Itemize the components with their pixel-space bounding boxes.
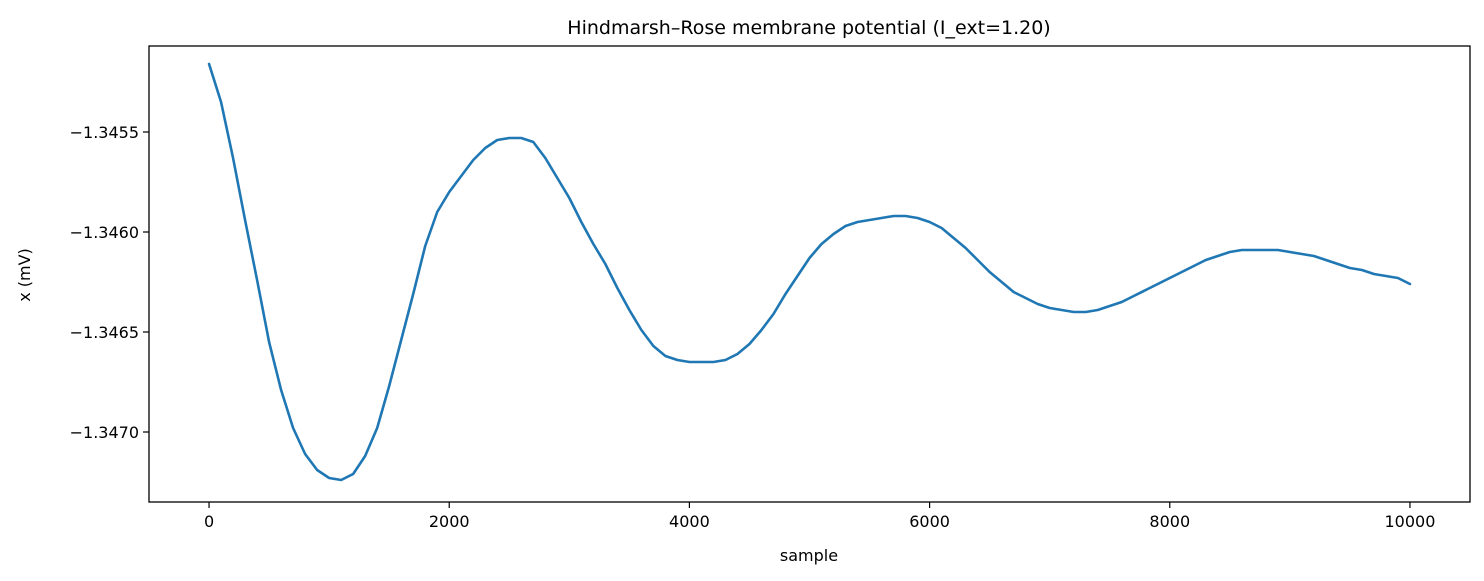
x-tick-label: 8000 (1149, 512, 1190, 531)
plot-frame (148, 45, 1471, 503)
plot-area (148, 45, 1471, 503)
x-tick-label: 0 (204, 512, 214, 531)
y-axis-label: x (mV) (15, 248, 34, 302)
y-tick-label: −1.3460 (70, 223, 139, 242)
y-axis: −1.3455 −1.3460 −1.3465 −1.3470 (70, 123, 149, 442)
y-tick-label: −1.3455 (70, 123, 139, 142)
x-tick-label: 2000 (429, 512, 470, 531)
x-axis-label: sample (780, 546, 838, 565)
x-tick-label: 4000 (669, 512, 710, 531)
chart-title: Hindmarsh–Rose membrane potential (I_ext… (567, 17, 1050, 39)
y-tick-label: −1.3465 (70, 323, 139, 342)
x-tick-label: 10000 (1385, 512, 1436, 531)
x-tick-label: 6000 (909, 512, 950, 531)
series-line-0 (207, 62, 1412, 482)
y-tick-label: −1.3470 (70, 423, 139, 442)
x-axis: 0 2000 4000 6000 8000 10000 (204, 502, 1435, 531)
